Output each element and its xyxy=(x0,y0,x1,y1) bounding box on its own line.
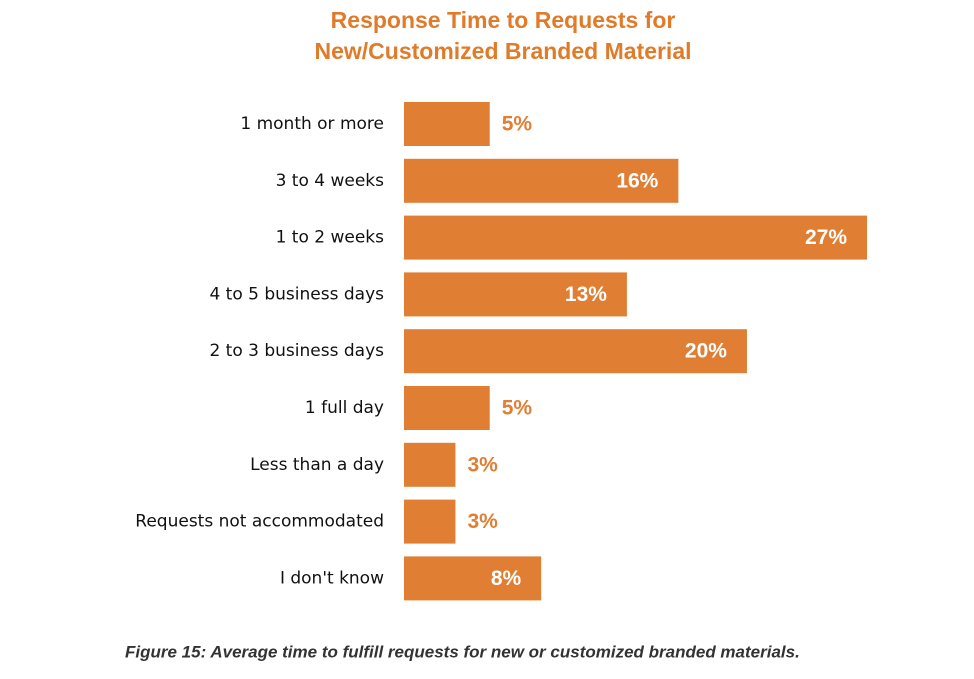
value-label: 13% xyxy=(565,283,607,306)
category-label: 1 to 2 weeks xyxy=(276,228,385,248)
category-label: 4 to 5 business days xyxy=(209,284,384,304)
category-label: 3 to 4 weeks xyxy=(276,171,385,191)
value-label: 3% xyxy=(467,510,498,533)
bar xyxy=(404,499,456,544)
category-label: Less than a day xyxy=(250,455,384,475)
bar xyxy=(404,386,490,430)
caption: Figure 15: Average time to fulfill reque… xyxy=(125,642,800,661)
category-label: 1 full day xyxy=(305,398,384,418)
value-label: 5% xyxy=(502,113,533,136)
category-label: 2 to 3 business days xyxy=(209,341,384,361)
category-label: I don't know xyxy=(280,568,384,588)
bar xyxy=(404,215,867,260)
value-label: 5% xyxy=(502,397,533,420)
category-label: Requests not accommodated xyxy=(135,512,384,532)
value-label: 27% xyxy=(805,226,847,249)
bar xyxy=(404,442,456,487)
bar xyxy=(404,158,679,203)
bar xyxy=(404,102,490,146)
bar xyxy=(404,272,627,317)
value-label: 16% xyxy=(616,169,658,192)
bar xyxy=(404,556,542,601)
value-label: 20% xyxy=(685,340,727,363)
value-label: 8% xyxy=(491,567,522,590)
chart-title: Response Time to Requests for xyxy=(331,7,676,33)
category-label: 1 month or more xyxy=(240,114,384,134)
chart-title: New/Customized Branded Material xyxy=(314,38,691,64)
bar xyxy=(404,329,747,374)
value-label: 3% xyxy=(467,453,498,476)
